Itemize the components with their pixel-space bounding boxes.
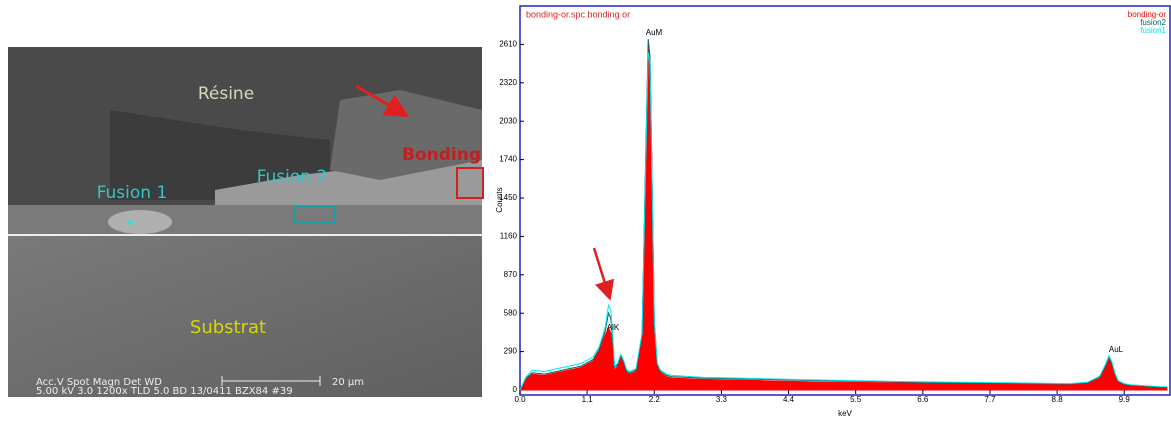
plot-frame: [519, 5, 1171, 396]
y-tick-label: 870: [504, 270, 518, 279]
y-tick-label: 0: [513, 385, 518, 394]
legend-entry: fusion2: [1140, 18, 1166, 27]
line: [519, 52, 1167, 391]
y-tick-label: 290: [504, 347, 518, 356]
legend-entry: bonding-or: [1128, 10, 1167, 19]
y-tick-label: 1450: [499, 193, 517, 202]
y-tick-label: 2610: [499, 40, 517, 49]
sem-region: [110, 110, 330, 200]
peak-label: AlK: [607, 323, 620, 332]
peak-label: AuM: [646, 28, 663, 37]
sem-image: ✦ Résine Fusion 1 Fusion 2 Bonding Subst…: [8, 47, 484, 397]
resine-label: Résine: [198, 84, 254, 104]
fusion1-region: [108, 210, 172, 234]
x-tick-label: 9.9: [1119, 395, 1131, 404]
x-tick-label: 8.8: [1052, 395, 1064, 404]
sem-layer: [8, 205, 482, 235]
fusion2-box: [294, 206, 336, 224]
legend-entry: fusion1: [1140, 26, 1166, 35]
chart-title: bonding-or.spc bonding or: [526, 9, 630, 19]
x-tick-label: 3.3: [716, 395, 728, 404]
x-axis-label: keV: [838, 409, 852, 418]
x-tick-label: 1.1: [582, 395, 594, 404]
info-values: 5.00 kV 3.0 1200x TLD 5.0 BD 13/0411 BZX…: [36, 386, 293, 397]
bonding-box: [456, 167, 484, 199]
info-header: Acc.V Spot Magn Det WD: [36, 377, 162, 388]
scale-label: 20 µm: [332, 377, 364, 388]
substrate-region: [8, 235, 482, 397]
y-axis-label: Counts: [495, 187, 504, 212]
y-tick-label: 1160: [500, 232, 518, 241]
bonding-region: [330, 90, 482, 180]
y-tick-label: 580: [504, 308, 518, 317]
marker: ✦: [125, 216, 135, 230]
peak-label: AuL: [1109, 345, 1124, 354]
x-tick-label: 4.4: [783, 395, 795, 404]
substrat-label: Substrat: [190, 317, 266, 338]
fusion1-label: Fusion 1: [97, 183, 168, 203]
y-tick-label: 1740: [499, 155, 517, 164]
arrow: [592, 247, 615, 301]
x-tick-label: 0.0: [514, 395, 526, 404]
fusion2-label: Fusion 2: [257, 167, 328, 187]
x-tick-label: 6.6: [917, 395, 929, 404]
x-tick-label: 5.5: [850, 395, 862, 404]
x-tick-label: 7.7: [984, 395, 996, 404]
x-tick-label: 2.2: [649, 395, 661, 404]
y-tick-label: 2030: [499, 116, 517, 125]
spectrum-chart: bonding-or.spc bonding or Counts keV 0 29…: [495, 5, 1171, 418]
arrow: [355, 84, 410, 118]
bonding-label: Bonding: [402, 145, 481, 165]
y-tick-label: 2320: [499, 78, 517, 87]
